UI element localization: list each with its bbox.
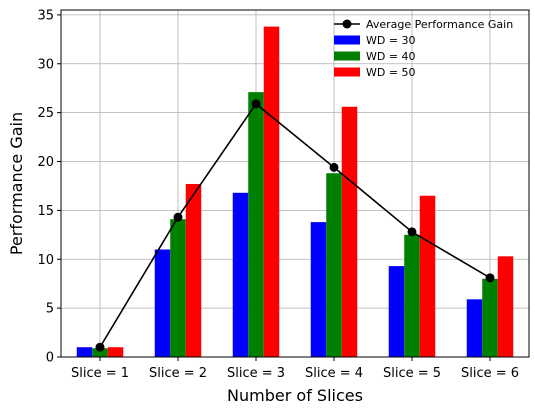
bar-wd-50-1 [107, 347, 124, 357]
legend: Average Performance Gain WD = 30 WD = 40 WD… [334, 18, 513, 79]
bar-wd-40-4 [326, 173, 342, 357]
y-tick-label: 10 [37, 253, 54, 268]
bar-wd-30-2 [154, 249, 171, 357]
y-axis-ticks: 0 5 10 15 20 25 30 35 [37, 8, 61, 366]
bar-wd-30-1 [76, 347, 93, 357]
y-tick-label: 5 [46, 302, 54, 317]
bar-wd-50-6 [497, 256, 514, 357]
y-tick-label: 25 [37, 106, 54, 121]
y-tick-label: 15 [37, 204, 54, 219]
grid [61, 10, 529, 358]
bar-wd-30-3 [232, 192, 249, 357]
x-tick-label: Slice = 2 [149, 366, 207, 381]
bar-wd-40-1 [92, 348, 108, 357]
y-axis-label: Performance Gain [7, 112, 26, 255]
y-tick-label: 0 [46, 351, 54, 366]
x-axis-ticks: Slice = 1 Slice = 2 Slice = 3 Slice = 4 Slic… [71, 357, 519, 381]
bar-wd-50-4 [341, 106, 358, 357]
average-performance-line [99, 102, 491, 348]
legend-label: WD = 30 [366, 34, 416, 47]
bar-wd-50-5 [419, 195, 436, 357]
x-tick-label: Slice = 1 [71, 366, 129, 381]
bars [76, 26, 514, 357]
average-point-1 [95, 342, 105, 352]
bar-wd-30-4 [310, 222, 327, 357]
bar-wd-40-3 [248, 92, 264, 357]
legend-label: WD = 50 [366, 66, 416, 79]
y-tick-label: 35 [37, 8, 54, 23]
bar-wd-40-2 [170, 219, 186, 357]
x-tick-label: Slice = 4 [305, 366, 363, 381]
bar-wd-50-2 [185, 183, 202, 357]
bar-wd-30-5 [388, 266, 405, 357]
legend-label: Average Performance Gain [366, 18, 513, 31]
bar-wd-50-3 [263, 26, 280, 357]
legend-marker [342, 19, 352, 29]
average-point-3 [251, 99, 261, 109]
average-line-group [95, 99, 495, 352]
legend-swatch [334, 51, 360, 61]
y-tick-label: 20 [37, 155, 54, 170]
legend-swatch [334, 67, 360, 77]
plot-frame [60, 9, 530, 358]
bar-wd-30-6 [466, 299, 483, 357]
x-axis-label: Number of Slices [227, 386, 363, 405]
legend-swatch [334, 35, 360, 45]
average-point-2 [173, 212, 183, 222]
average-point-4 [329, 162, 339, 172]
x-tick-label: Slice = 5 [383, 366, 441, 381]
bar-wd-40-5 [404, 234, 420, 357]
bar-wd-40-6 [482, 278, 498, 357]
y-tick-label: 30 [37, 57, 54, 72]
x-tick-label: Slice = 6 [461, 366, 519, 381]
average-point-5 [407, 227, 417, 237]
average-point-6 [485, 273, 495, 283]
x-tick-label: Slice = 3 [227, 366, 285, 381]
legend-label: WD = 40 [366, 50, 416, 63]
